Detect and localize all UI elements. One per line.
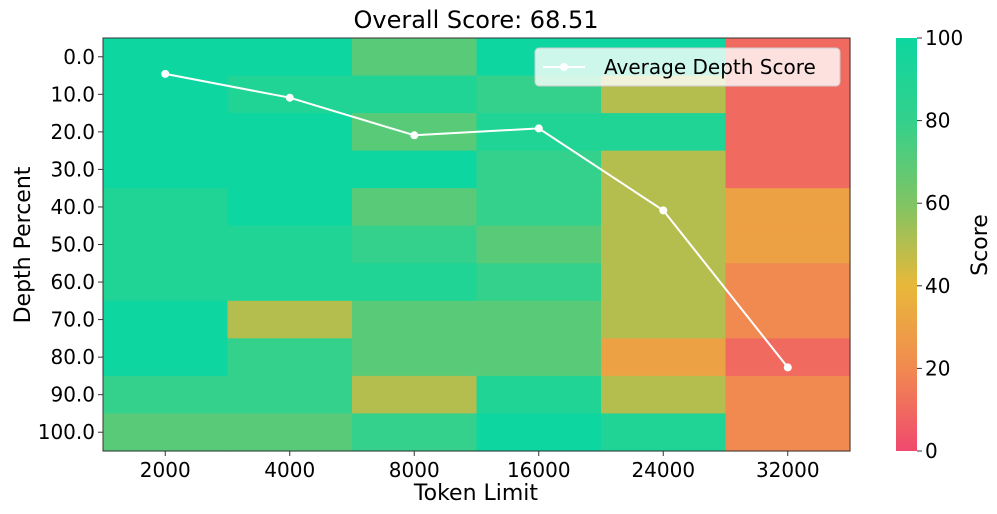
heatmap-cell — [352, 150, 478, 189]
colorbar — [896, 38, 917, 451]
average-point — [161, 69, 170, 78]
y-tick-label: 100.0 — [38, 420, 95, 444]
heatmap-cell — [227, 225, 353, 264]
x-axis-ticks: 2000 4000 8000 16000 24000 32000 — [140, 451, 820, 482]
average-point — [534, 124, 543, 133]
heatmap-cell — [103, 263, 229, 302]
heatmap-cell — [103, 38, 229, 77]
heatmap-cell — [103, 375, 229, 415]
heatmap-cell — [352, 263, 478, 302]
x-axis-label: Token Limit — [413, 481, 539, 506]
average-point — [783, 363, 792, 372]
heatmap-cell — [601, 113, 727, 152]
y-tick-label: 50.0 — [50, 233, 95, 257]
heatmap-cell — [103, 225, 229, 264]
heatmap-cell — [601, 150, 727, 189]
heatmap-cell — [725, 188, 851, 227]
y-tick-label: 80.0 — [50, 345, 95, 369]
y-tick-label: 0.0 — [63, 45, 95, 69]
heatmap-cell — [103, 113, 229, 152]
average-line — [165, 72, 789, 369]
heatmap-cell — [725, 150, 851, 189]
legend: Average Depth Score — [534, 47, 841, 87]
heatmap-cell — [103, 150, 229, 189]
heatmap-cell — [476, 300, 602, 339]
heatmap-cell — [103, 75, 229, 114]
legend-label: Average Depth Score — [604, 55, 816, 79]
heatmap-cell — [725, 263, 851, 302]
colorbar-tick-label: 60 — [925, 191, 950, 215]
heatmap-cell — [103, 188, 229, 227]
y-tick-label: 40.0 — [50, 195, 95, 219]
heatmap-cell — [476, 225, 602, 264]
heatmap-cell — [227, 188, 353, 227]
average-point — [410, 131, 419, 140]
heatmap-cell — [476, 413, 602, 452]
colorbar-ticks: 0 20 40 60 80 100 — [917, 26, 963, 463]
heatmap-cell — [227, 375, 353, 415]
colorbar-tick-label: 20 — [925, 356, 950, 380]
heatmap-cell — [103, 413, 229, 452]
x-tick-label: 2000 — [140, 458, 191, 482]
x-tick-label: 4000 — [264, 458, 315, 482]
x-tick-label: 32000 — [756, 458, 820, 482]
heatmap-cell — [227, 338, 353, 377]
heatmap-cell — [352, 188, 478, 227]
heatmap-cell — [725, 225, 851, 264]
heatmap-cell — [352, 75, 478, 114]
heatmap-cell — [725, 300, 851, 339]
y-tick-label: 90.0 — [50, 383, 95, 407]
chart-title: Overall Score: 68.51 — [353, 6, 598, 34]
heatmap-cell — [352, 375, 478, 415]
heatmap-cell — [352, 300, 478, 339]
heatmap-cell — [103, 338, 229, 377]
legend-box — [534, 47, 841, 87]
average-points — [161, 69, 792, 372]
heatmap-cell — [601, 300, 727, 339]
heatmap-cell — [601, 225, 727, 264]
y-tick-label: 60.0 — [50, 270, 95, 294]
heatmap-cell — [725, 113, 851, 152]
y-axis-ticks: 0.0 10.0 20.0 30.0 40.0 50.0 60.0 70.0 80.0 90.0 1… — [38, 45, 103, 444]
heatmap-cell — [227, 300, 353, 339]
heatmap-cell — [227, 413, 353, 452]
y-tick-label: 10.0 — [50, 82, 95, 106]
heatmap-cell — [227, 150, 353, 189]
y-tick-label: 20.0 — [50, 120, 95, 144]
heatmap-cell — [352, 225, 478, 264]
legend-marker — [560, 63, 568, 71]
heatmap-cell — [227, 38, 353, 77]
y-axis-label: Depth Percent — [11, 166, 36, 323]
colorbar-label: Score — [968, 214, 993, 276]
x-tick-label: 24000 — [631, 458, 695, 482]
heatmap-cell — [725, 375, 851, 415]
heatmap-cell — [352, 38, 478, 77]
heatmap-cell — [352, 413, 478, 452]
heatmap-cell — [227, 263, 353, 302]
colorbar-tick-label: 40 — [925, 274, 950, 298]
heatmap-cell — [601, 413, 727, 452]
heatmap-cell — [103, 300, 229, 339]
average-point — [285, 93, 294, 102]
heatmap-cell — [476, 375, 602, 415]
x-tick-label: 8000 — [389, 458, 440, 482]
heatmap-cell — [476, 263, 602, 302]
heatmap-cell — [601, 263, 727, 302]
heatmap-cell — [476, 338, 602, 377]
colorbar-tick-label: 80 — [925, 109, 950, 133]
y-tick-label: 30.0 — [50, 157, 95, 181]
heatmap-cells — [103, 38, 851, 452]
average-point — [659, 206, 668, 215]
y-tick-label: 70.0 — [50, 308, 95, 332]
heatmap-cell — [227, 113, 353, 152]
heatmap-cell — [476, 188, 602, 227]
heatmap-cell — [725, 413, 851, 452]
heatmap-cell — [601, 375, 727, 415]
colorbar-tick-label: 0 — [925, 439, 938, 463]
heatmap-cell — [601, 338, 727, 377]
heatmap-cell — [352, 338, 478, 377]
colorbar-tick-label: 100 — [925, 26, 963, 50]
x-tick-label: 16000 — [507, 458, 571, 482]
